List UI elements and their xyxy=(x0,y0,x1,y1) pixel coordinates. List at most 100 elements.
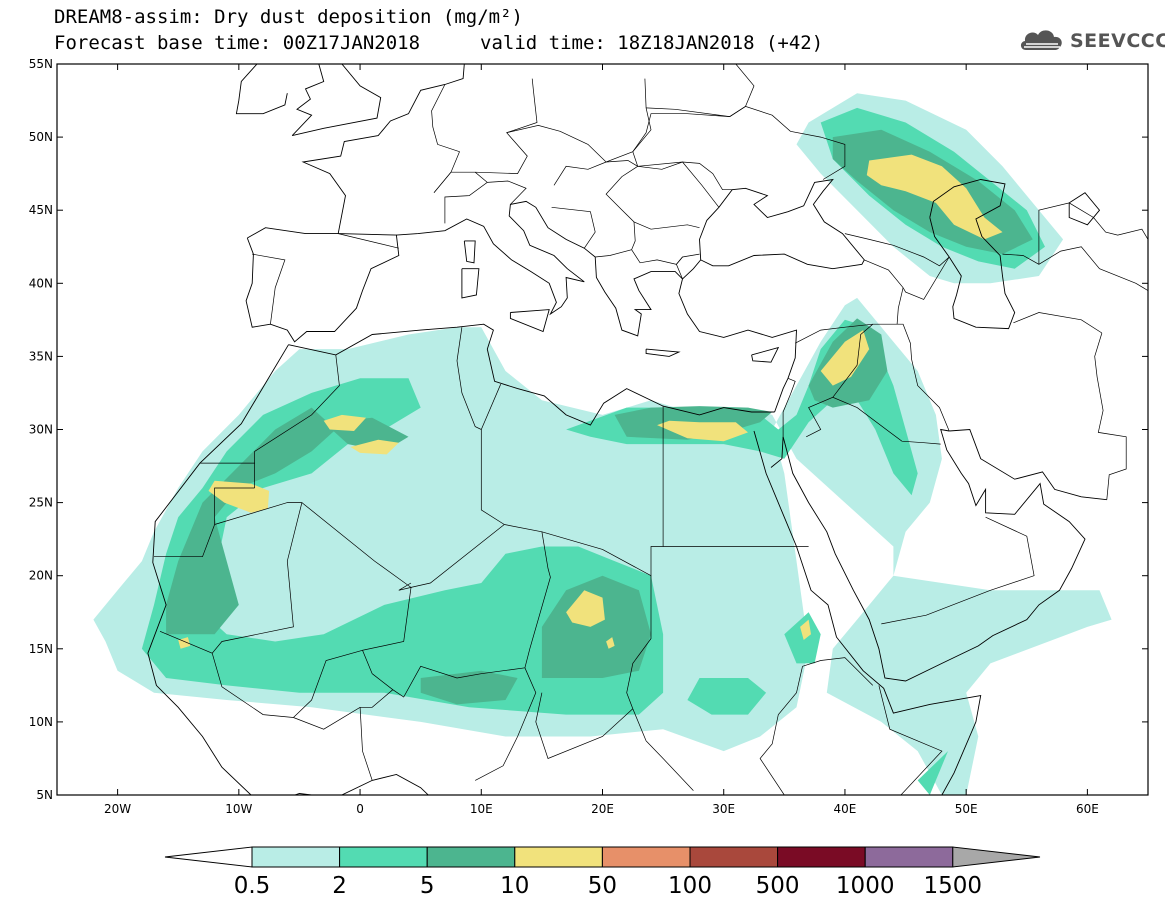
lat-label: 5N xyxy=(36,788,53,802)
coastline-africa-north xyxy=(288,323,775,426)
axis-ticks: 55N 50N 45N 40N 35N 30N 25N 20N 15N 10N 5N 20W 10W 0 1… xyxy=(29,57,1148,816)
colorbar-min-triangle xyxy=(164,846,253,868)
lat-label: 25N xyxy=(29,496,53,510)
coastline-crete xyxy=(645,348,681,357)
lon-label: 20W xyxy=(104,802,131,816)
border-romania xyxy=(605,161,720,230)
coastline-black-sea xyxy=(682,178,865,280)
colorbar-box xyxy=(251,846,341,868)
border-syria-iraq xyxy=(832,323,874,398)
border-saudi-jordan-iraq xyxy=(806,396,941,445)
coastline-britain xyxy=(292,64,382,137)
dust-region-level-4 xyxy=(657,420,748,442)
colorbar-max-triangle xyxy=(952,846,1041,868)
dust-region-level-2 xyxy=(687,678,767,715)
border-russia-ukraine xyxy=(729,106,846,180)
dust-region-level-4 xyxy=(606,637,615,649)
border-iran-east xyxy=(1094,332,1127,500)
colorbar-label: 10 xyxy=(500,873,529,899)
lat-label: 35N xyxy=(29,349,53,363)
dust-region-level-3 xyxy=(541,575,651,678)
coastline-atlantic-france xyxy=(301,64,465,234)
dust-region-level-4 xyxy=(350,439,399,455)
coastline-red-sea-east xyxy=(770,436,784,468)
border-chad-niger xyxy=(524,531,551,668)
border-sudan-ethiopia xyxy=(759,666,803,795)
border-bulgaria-greece xyxy=(631,249,700,265)
coastline-caspian xyxy=(929,179,1016,330)
logo-text: SEEVCCC xyxy=(1070,30,1165,52)
coastline-red-sea-west xyxy=(753,430,982,795)
colorbar-label: 5 xyxy=(420,873,435,899)
colorbar-label: 50 xyxy=(588,873,617,899)
border-austria-italy xyxy=(444,180,527,224)
border-chad-car xyxy=(535,692,634,759)
coastline-sicily xyxy=(509,309,550,333)
border-bosnia xyxy=(551,206,596,249)
coastline-arabia-west xyxy=(782,428,1086,682)
dust-region-level-3 xyxy=(420,670,518,705)
border-mauritania-mali xyxy=(159,502,303,654)
lon-label: 10W xyxy=(225,802,252,816)
lon-label: 10E xyxy=(470,802,493,816)
lon-label: 50E xyxy=(955,802,978,816)
border-iran-turkmen xyxy=(1013,312,1103,334)
lon-label: 0 xyxy=(356,802,364,816)
seevccc-logo: SEEVCCC xyxy=(1018,24,1165,58)
colorbar-box xyxy=(777,846,866,868)
border-mali-senegal xyxy=(211,653,294,718)
coastline-sinai-arabia xyxy=(678,278,797,413)
border-libya-tunisia xyxy=(480,384,502,430)
border-turkey-syria xyxy=(795,323,898,344)
colorbar-box xyxy=(864,846,954,868)
coastline-sardinia xyxy=(461,268,480,299)
colorbar-label: 2 xyxy=(332,873,347,899)
border-algeria-niger xyxy=(410,524,505,588)
lon-label: 30E xyxy=(712,802,735,816)
dust-region-level-2 xyxy=(784,612,821,664)
border-germany-east xyxy=(475,78,538,174)
border-nigeria-cameroon xyxy=(475,667,537,781)
coastline-iran-coast xyxy=(949,429,1107,501)
colorbar-box xyxy=(426,846,516,868)
border-morocco-algeria xyxy=(254,354,340,488)
forecast-base-label: Forecast base time: 00Z17JAN2018 xyxy=(54,32,421,54)
dust-region-level-3 xyxy=(166,407,336,635)
chart-title: DREAM8-assim: Dry dust deposition (mg/m²… xyxy=(54,6,523,28)
border-mali-bf xyxy=(293,649,363,718)
dust-region-level-4 xyxy=(820,330,870,386)
border-eritrea xyxy=(802,657,874,686)
colorbar-box xyxy=(514,846,603,868)
border-kazakh xyxy=(1002,246,1148,291)
country-borders xyxy=(154,64,1148,795)
border-ethiopia-somalia xyxy=(878,685,943,795)
coastline-france-italy xyxy=(396,200,683,337)
colorbar-label: 1000 xyxy=(836,873,895,899)
colorbar: 0.5 2 5 10 50 100 500 1000 1500 xyxy=(164,846,1041,899)
border-czech-poland xyxy=(506,78,652,163)
lat-label: 55N xyxy=(29,57,53,71)
lon-label: 20E xyxy=(591,802,614,816)
lat-label: 45N xyxy=(29,203,53,217)
border-algeria-libya xyxy=(456,327,505,525)
border-turkey-greece xyxy=(675,256,683,280)
border-ukraine-west xyxy=(632,113,733,191)
border-switzerland xyxy=(433,171,488,193)
lat-label: 40N xyxy=(29,276,53,290)
border-ghana-togo xyxy=(359,707,373,781)
border-lebanon-israel xyxy=(782,377,796,437)
dust-region-level-1 xyxy=(93,297,1112,795)
lat-label: 10N xyxy=(29,715,53,729)
dust-region-level-4 xyxy=(566,590,605,627)
dust-region-level-4 xyxy=(208,480,270,513)
lat-label: 30N xyxy=(29,423,53,437)
colorbar-box xyxy=(339,846,428,868)
border-niger-mali xyxy=(362,587,412,674)
colorbar-box xyxy=(689,846,779,868)
border-saudi-yemen xyxy=(881,516,1035,625)
lon-label: 40E xyxy=(834,802,857,816)
coastline-aral-region xyxy=(1068,192,1101,226)
colorbar-label: 100 xyxy=(668,873,712,899)
coastline-britain-west xyxy=(291,64,325,136)
